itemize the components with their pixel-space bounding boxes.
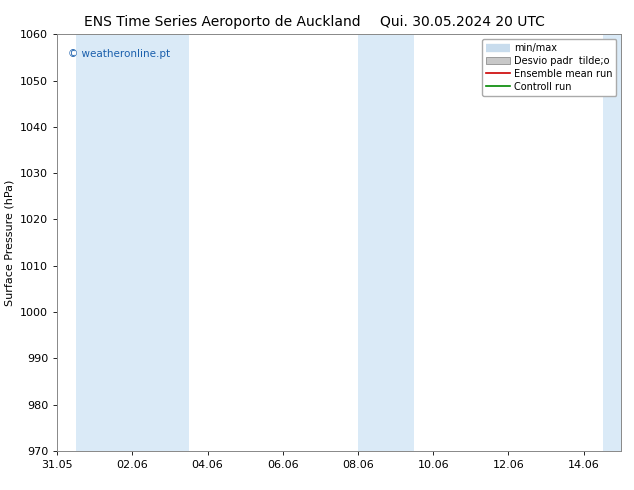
- Text: © weatheronline.pt: © weatheronline.pt: [68, 49, 171, 59]
- Bar: [602, 34, 621, 451]
- Text: Qui. 30.05.2024 20 UTC: Qui. 30.05.2024 20 UTC: [380, 15, 545, 29]
- Text: ENS Time Series Aeroporto de Auckland: ENS Time Series Aeroporto de Auckland: [84, 15, 360, 29]
- Bar: [133, 34, 189, 451]
- Bar: [76, 34, 133, 451]
- Bar: [358, 34, 415, 451]
- Y-axis label: Surface Pressure (hPa): Surface Pressure (hPa): [4, 179, 15, 306]
- Legend: min/max, Desvio padr  tilde;o, Ensemble mean run, Controll run: min/max, Desvio padr tilde;o, Ensemble m…: [482, 39, 616, 96]
